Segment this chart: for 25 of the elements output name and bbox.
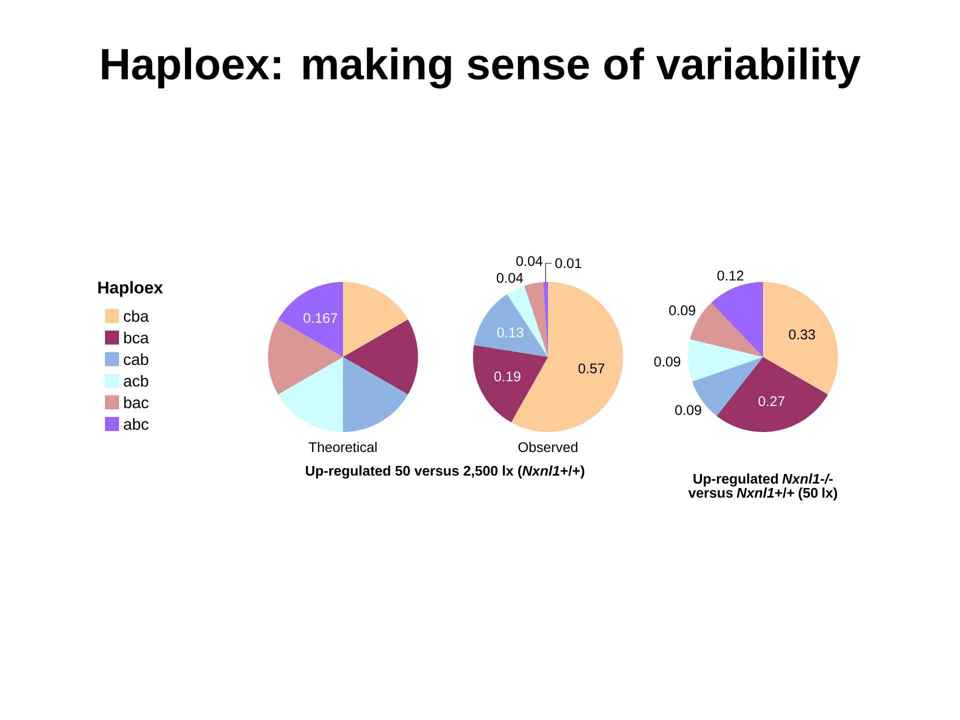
- legend-label: acb: [124, 374, 148, 387]
- data-label: 0.09: [654, 356, 680, 367]
- data-label: 0.09: [669, 305, 696, 316]
- legend-label: cab: [124, 353, 148, 366]
- text: Theoretical: [308, 442, 377, 452]
- data-label: 0.167: [304, 313, 338, 323]
- legend-title: Haploex: [98, 281, 163, 297]
- data-label: 0.27: [758, 396, 784, 406]
- legend-label: bca: [124, 332, 149, 344]
- data-label: 0.13: [497, 328, 524, 338]
- legend-label: abc: [124, 418, 148, 430]
- data-label: 0.57: [578, 363, 604, 374]
- legend-label: cba: [124, 310, 149, 322]
- data-label: 0.04: [496, 272, 523, 283]
- text: Up-regulated 50 versus 2,500 lx (Nxnl1+/+): [306, 465, 584, 479]
- chart-title: Haploex: making sense of variability: [102, 47, 861, 89]
- data-label: 0.33: [788, 330, 815, 340]
- data-label: 0.09: [675, 405, 702, 416]
- data-label: 0.04: [516, 256, 542, 266]
- text: Observed: [518, 442, 578, 452]
- legend-label: bac: [124, 396, 148, 408]
- text: Up-regulated Nxnl1-/- versus Nxnl1+/+ (50 lx): [688, 473, 838, 501]
- data-label: 0.01: [555, 258, 582, 268]
- data-label: 0.19: [494, 372, 520, 382]
- data-label: 0.12: [717, 270, 744, 281]
